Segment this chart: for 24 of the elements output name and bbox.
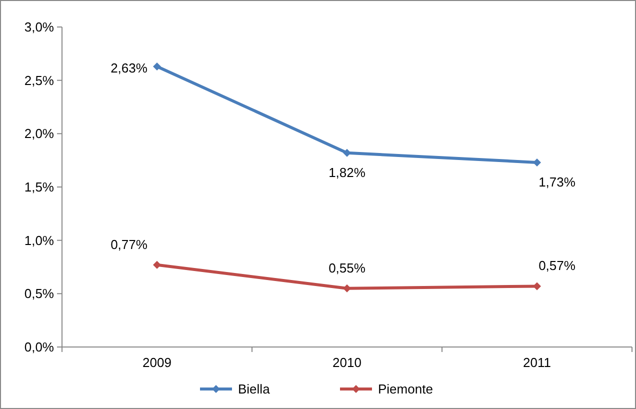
data-label: 1,82% (328, 164, 366, 180)
data-label: 0,55% (328, 260, 366, 276)
data-label: 0,57% (538, 258, 576, 274)
point (533, 282, 541, 290)
y-tick-label: 2,5% (24, 72, 54, 88)
data-label: 1,73% (538, 174, 576, 190)
y-tick-label: 3,0% (24, 20, 54, 35)
point (153, 260, 161, 269)
point (533, 158, 541, 166)
y-tick-label: 0,0% (24, 340, 54, 355)
legend-label: Piemonte (378, 382, 433, 397)
y-tick-label: 1,5% (24, 180, 54, 195)
legend-label: Biella (238, 382, 271, 397)
y-tick-label: 2,0% (24, 126, 54, 142)
x-tick-label: 2011 (523, 355, 551, 370)
y-tick-label: 0,5% (24, 286, 54, 302)
x-tick-label: 2009 (142, 355, 172, 370)
y-tick-label: 1,0% (24, 232, 54, 248)
point (343, 284, 351, 292)
data-label: 2,63% (110, 60, 148, 76)
data-label: 0,77% (110, 236, 148, 252)
x-tick-label: 2010 (332, 355, 362, 370)
point (153, 62, 161, 70)
point (343, 148, 351, 157)
